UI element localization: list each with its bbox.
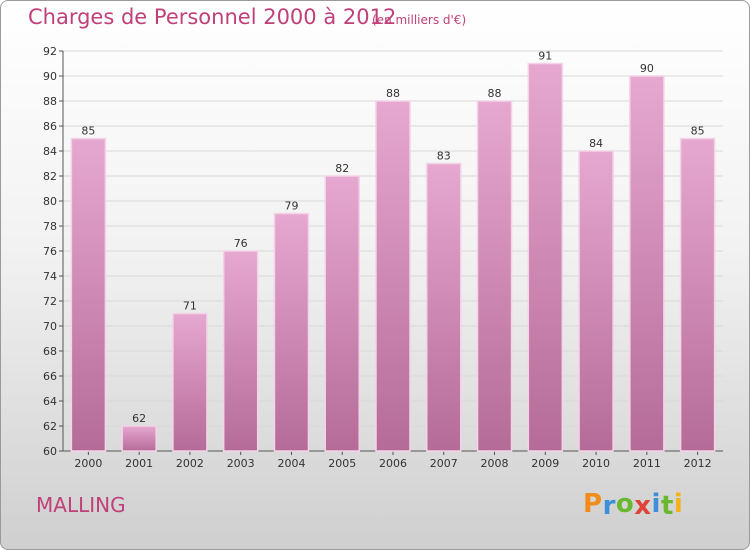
bar-2008 — [476, 100, 513, 452]
x-tick-label-2010: 2010 — [582, 457, 610, 470]
bar-2009 — [527, 62, 564, 452]
x-tick-label-2008: 2008 — [481, 457, 509, 470]
commune-name: MALLING — [36, 493, 126, 517]
y-tick-label-88: 88 — [43, 95, 57, 108]
y-tick-label-86: 86 — [43, 120, 57, 133]
data-label-2002: 71 — [183, 300, 197, 313]
data-label-2012: 85 — [691, 125, 705, 138]
y-tick-label-64: 64 — [43, 395, 57, 408]
x-tick-label-2011: 2011 — [633, 457, 661, 470]
y-tick-label-90: 90 — [43, 70, 57, 83]
data-label-2006: 88 — [386, 87, 400, 100]
y-tick-label-84: 84 — [43, 145, 57, 158]
x-tick-label-2001: 2001 — [125, 457, 153, 470]
y-tick-label-70: 70 — [43, 320, 57, 333]
bar-2000 — [70, 137, 107, 452]
chart-title: Charges de Personnel 2000 à 2012 — [28, 5, 397, 29]
x-tick-label-2009: 2009 — [531, 457, 559, 470]
y-tick-label-92: 92 — [43, 45, 57, 58]
logo-letter: t — [660, 491, 674, 521]
data-label-2009: 91 — [538, 50, 552, 63]
data-labels: 85 62 71 76 79 82 88 83 88 91 84 90 85 — [81, 50, 704, 426]
bar-2001 — [121, 425, 157, 452]
data-label-2010: 84 — [589, 137, 603, 150]
y-tick-label-74: 74 — [43, 270, 57, 283]
y-tick-label-72: 72 — [43, 295, 57, 308]
logo-letter: i — [673, 489, 684, 519]
x-tick-label-2002: 2002 — [176, 457, 204, 470]
y-tick-label-60: 60 — [43, 445, 57, 458]
x-tick-label-2004: 2004 — [277, 457, 305, 470]
x-tick-label-2012: 2012 — [684, 457, 712, 470]
y-tick-label-80: 80 — [43, 195, 57, 208]
x-tick-label-2006: 2006 — [379, 457, 407, 470]
chart-subtitle: (en milliers d'€) — [372, 13, 467, 27]
data-label-2003: 76 — [234, 237, 248, 250]
x-tick-label-2005: 2005 — [328, 457, 356, 470]
bar-2005 — [324, 175, 360, 452]
bar-2010 — [578, 150, 614, 452]
bar-2007 — [426, 162, 462, 452]
bar-2003 — [222, 250, 259, 452]
logo-letter: i — [651, 489, 661, 519]
y-tick-label-62: 62 — [43, 420, 57, 433]
y-tick-label-82: 82 — [43, 170, 57, 183]
y-tick-label-76: 76 — [43, 245, 57, 258]
data-label-2007: 83 — [437, 150, 451, 163]
x-tick-label-2003: 2003 — [227, 457, 255, 470]
bar-2002 — [172, 312, 208, 452]
data-label-2000: 85 — [81, 125, 95, 138]
logo-letter: r — [602, 491, 616, 521]
y-tick-label-66: 66 — [43, 370, 57, 383]
bar-2006 — [375, 100, 411, 452]
logo-letter: x — [634, 491, 652, 521]
bar-2011 — [629, 75, 665, 452]
y-tick-label-78: 78 — [43, 220, 57, 233]
data-label-2008: 88 — [488, 87, 502, 100]
logo-letter: P — [583, 489, 603, 519]
bar-2004 — [273, 212, 310, 452]
x-tick-label-2007: 2007 — [430, 457, 458, 470]
y-tick-label-68: 68 — [43, 345, 57, 358]
bar-2012 — [679, 137, 716, 452]
data-label-2004: 79 — [284, 200, 298, 213]
logo-letter: o — [615, 489, 635, 519]
data-label-2011: 90 — [640, 62, 654, 75]
data-label-2001: 62 — [132, 412, 146, 425]
proxiti-logo: Proxiti — [583, 489, 684, 521]
x-tick-label-2000: 2000 — [74, 457, 102, 470]
data-label-2005: 82 — [335, 162, 349, 175]
bars — [70, 62, 716, 452]
